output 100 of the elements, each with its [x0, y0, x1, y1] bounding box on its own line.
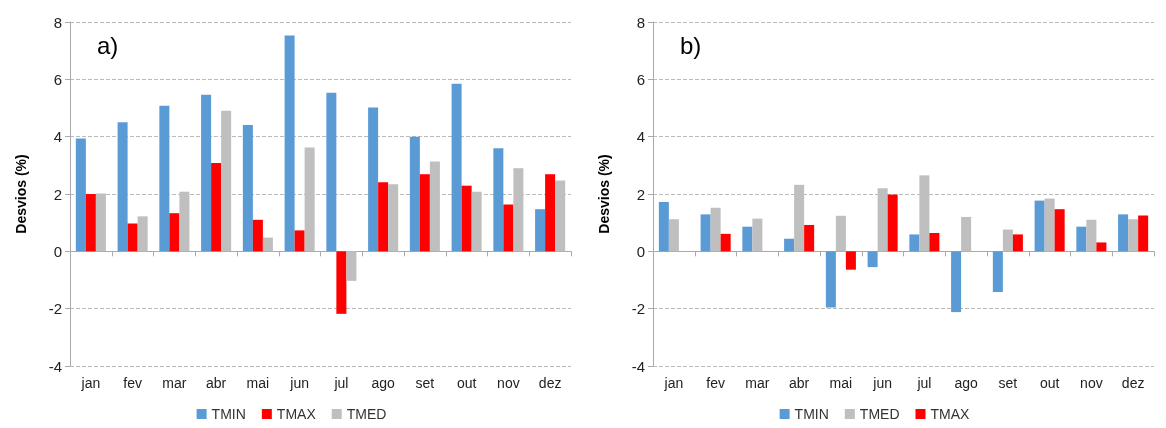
bar — [284, 35, 295, 252]
x-tick-label: jan — [663, 375, 684, 391]
x-tick-label: fev — [123, 375, 142, 391]
x-tick-label: out — [1039, 375, 1060, 391]
bar — [137, 216, 148, 252]
y-tick-label: 4 — [53, 128, 62, 146]
bar — [409, 136, 420, 252]
y-tick-label: 6 — [636, 70, 645, 88]
bar — [493, 148, 504, 252]
x-tick-label: ago — [954, 375, 979, 391]
x-tick-label: ago — [371, 375, 396, 391]
x-tick-label: out — [456, 375, 477, 391]
x-tick-label: abr — [206, 375, 227, 391]
bar — [909, 234, 920, 252]
bar — [784, 238, 795, 252]
bar — [668, 219, 679, 252]
y-tick-label: 6 — [53, 70, 62, 88]
x-tick-label: fev — [706, 375, 725, 391]
bar — [1096, 242, 1107, 252]
bar — [294, 230, 305, 252]
bar — [1076, 226, 1087, 252]
bar — [368, 107, 379, 252]
bar — [804, 224, 815, 252]
bar — [1044, 198, 1055, 252]
bar — [75, 138, 86, 252]
bar — [388, 184, 399, 252]
bar — [720, 233, 731, 252]
bar — [825, 251, 836, 308]
x-tick-label: set — [415, 375, 435, 391]
bar — [992, 251, 1003, 293]
bar — [545, 174, 556, 252]
y-axis-title: Desvios (%) — [596, 154, 612, 234]
chart-title: b) — [680, 31, 702, 59]
y-tick-label: -2 — [48, 300, 62, 318]
bar — [961, 216, 972, 252]
bar — [211, 163, 222, 252]
y-tick-label: 8 — [53, 13, 62, 31]
x-tick-label: dez — [1121, 375, 1145, 391]
y-tick-label: 8 — [636, 13, 645, 31]
bar — [262, 237, 273, 252]
x-tick-label: set — [998, 375, 1018, 391]
x-tick-label: jun — [289, 375, 309, 391]
y-tick-label: -4 — [48, 357, 62, 375]
x-tick-label: jan — [80, 375, 101, 391]
bar — [742, 226, 753, 252]
bar — [471, 191, 482, 252]
x-tick-label: nov — [497, 375, 520, 391]
bar — [326, 92, 337, 252]
bar — [887, 194, 898, 252]
x-tick-label: jul — [916, 375, 932, 391]
bar — [503, 204, 514, 252]
bar — [346, 251, 357, 281]
chart-title: a) — [97, 31, 119, 59]
x-tick-label: mar — [745, 375, 770, 391]
y-tick-label: 0 — [53, 242, 62, 260]
y-tick-label: -4 — [631, 357, 645, 375]
legend-label: TMIN — [211, 406, 246, 422]
bar — [535, 209, 546, 252]
y-tick-label: 2 — [636, 185, 645, 203]
bar — [451, 83, 462, 252]
bar — [867, 251, 878, 268]
bar — [1138, 215, 1149, 252]
bar — [117, 122, 128, 252]
x-tick-label: mai — [246, 375, 270, 391]
x-tick-label: jun — [872, 375, 892, 391]
legend-label: TMIN — [794, 406, 829, 422]
bar — [710, 207, 721, 252]
legend-label: TMAX — [930, 406, 971, 422]
y-axis-title: Desvios (%) — [13, 154, 29, 234]
bar — [700, 214, 711, 252]
bar — [658, 202, 669, 252]
bar — [845, 251, 856, 270]
bar — [242, 124, 253, 252]
x-tick-label: mar — [162, 375, 187, 391]
bar — [835, 215, 846, 252]
bar — [169, 213, 180, 252]
bar — [1086, 219, 1097, 252]
bar — [201, 94, 212, 252]
y-tick-label: 2 — [53, 185, 62, 203]
bar — [1118, 214, 1129, 252]
bar — [1054, 209, 1065, 252]
bar — [1128, 219, 1139, 252]
bar — [429, 161, 440, 252]
bar — [461, 185, 472, 252]
x-tick-label: nov — [1080, 375, 1103, 391]
bar — [929, 232, 940, 252]
bar — [336, 251, 347, 314]
x-tick-label: abr — [789, 375, 810, 391]
x-tick-label: dez — [538, 375, 562, 391]
bar — [1002, 229, 1013, 252]
x-tick-label: mai — [829, 375, 853, 391]
bar — [252, 219, 263, 252]
bar — [1034, 200, 1045, 252]
bar — [1012, 234, 1023, 252]
bar — [127, 223, 138, 252]
bar — [419, 174, 430, 252]
bar — [752, 218, 763, 252]
x-tick-label: jul — [333, 375, 349, 391]
bar — [159, 105, 170, 252]
y-tick-label: 4 — [636, 128, 645, 146]
